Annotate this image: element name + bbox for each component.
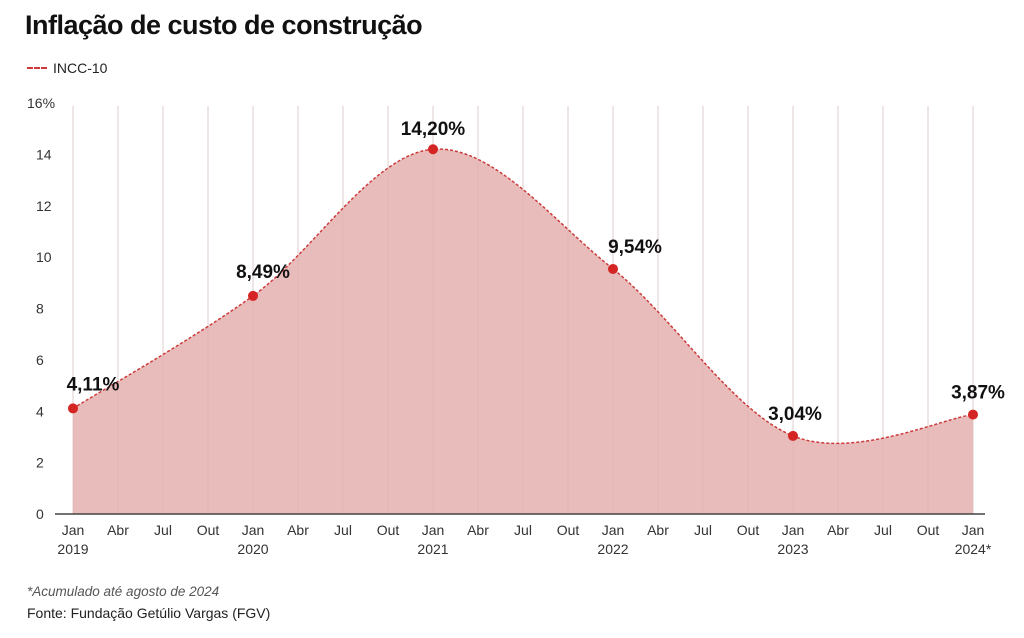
x-tick-label: Jan	[62, 522, 85, 538]
x-tick-label: Abr	[647, 522, 669, 538]
x-tick-label: Abr	[827, 522, 849, 538]
data-label: 8,49%	[236, 262, 290, 283]
data-point	[788, 430, 798, 441]
x-tick-label: Abr	[467, 522, 489, 538]
x-tick-label: Jul	[694, 522, 712, 538]
x-year-label: 2019	[57, 541, 88, 557]
data-point	[248, 290, 258, 301]
y-tick-label: 10	[36, 249, 52, 265]
y-tick-label: 16%	[27, 95, 55, 111]
x-tick-label: Abr	[287, 522, 309, 538]
x-year-label: 2020	[237, 541, 268, 557]
x-tick-label: Jan	[782, 522, 805, 538]
x-tick-label: Jan	[242, 522, 265, 538]
x-tick-label: Jan	[422, 522, 445, 538]
data-point	[608, 263, 618, 274]
footnote: *Acumulado até agosto de 2024	[27, 584, 220, 599]
chart-title: Inflação de custo de construção	[25, 10, 423, 40]
x-tick-label: Out	[377, 522, 400, 538]
y-tick-label: 2	[36, 455, 44, 471]
x-tick-label: Jan	[962, 522, 985, 538]
y-tick-label: 12	[36, 198, 52, 214]
y-tick-label: 6	[36, 352, 44, 368]
data-point	[968, 409, 978, 420]
data-label: 9,54%	[608, 237, 662, 258]
series-line	[72, 148, 974, 445]
legend-label: INCC-10	[53, 60, 108, 76]
x-tick-label: Jul	[514, 522, 532, 538]
x-tick-label: Out	[737, 522, 760, 538]
x-year-label: 2024*	[955, 541, 992, 557]
source: Fonte: Fundação Getúlio Vargas (FGV)	[27, 605, 271, 621]
data-point	[428, 144, 438, 155]
data-label: 3,04%	[768, 404, 822, 425]
x-tick-label: Jul	[334, 522, 352, 538]
x-year-label: 2023	[777, 541, 808, 557]
y-tick-label: 0	[36, 506, 44, 522]
data-point	[68, 403, 78, 414]
x-tick-label: Out	[557, 522, 580, 538]
x-tick-label: Abr	[107, 522, 129, 538]
x-year-label: 2021	[417, 541, 448, 557]
legend: INCC-10	[27, 60, 107, 76]
y-tick-label: 14	[36, 146, 52, 162]
x-tick-label: Out	[197, 522, 220, 538]
data-label: 4,11%	[67, 374, 120, 395]
x-tick-label: Jan	[602, 522, 625, 538]
x-year-label: 2022	[597, 541, 628, 557]
y-tick-label: 8	[36, 301, 44, 317]
data-label: 14,20%	[401, 119, 466, 140]
data-label: 3,87%	[951, 383, 1005, 404]
y-tick-label: 4	[36, 403, 44, 419]
legend-swatch	[27, 67, 47, 69]
x-tick-label: Out	[917, 522, 940, 538]
x-tick-label: Jul	[154, 522, 172, 538]
x-tick-label: Jul	[874, 522, 892, 538]
